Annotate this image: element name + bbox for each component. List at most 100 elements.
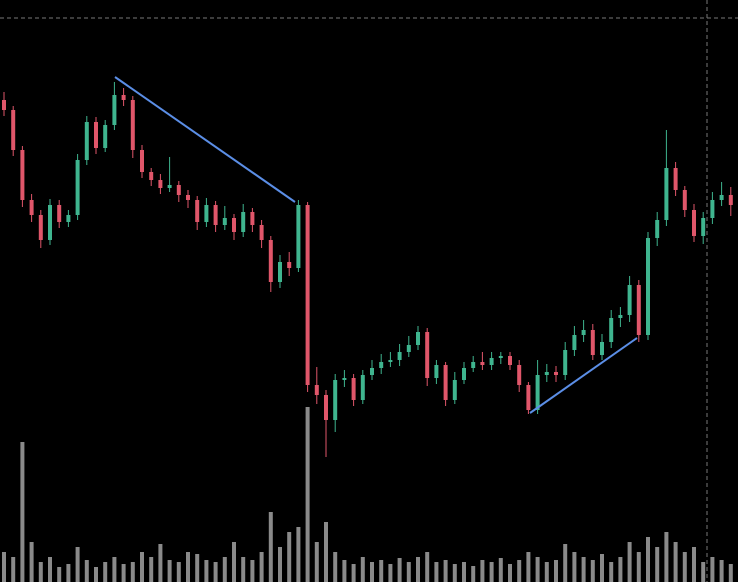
- volume-bar: [29, 542, 34, 582]
- candle-body: [287, 262, 292, 268]
- candle-body: [204, 205, 209, 222]
- candle-body: [38, 215, 43, 240]
- volume-bar: [498, 558, 503, 582]
- volume-bar: [673, 542, 678, 582]
- volume-bar: [360, 557, 365, 582]
- candle-body: [75, 160, 80, 215]
- candle-body: [259, 225, 264, 240]
- candle-body: [692, 210, 696, 236]
- volume-bar: [655, 547, 660, 582]
- candle-body: [103, 125, 108, 148]
- candle-body: [296, 205, 301, 268]
- volume-bar: [544, 562, 549, 582]
- volume-bar: [57, 567, 62, 582]
- volume-bar: [710, 557, 715, 582]
- volume-bar: [232, 542, 236, 582]
- volume-bar: [11, 557, 16, 582]
- candle-body: [627, 285, 632, 315]
- volume-bar: [581, 557, 586, 582]
- candle-body: [406, 345, 411, 352]
- candle-body: [526, 385, 531, 410]
- candle-body: [416, 332, 420, 345]
- candle-body: [195, 200, 200, 222]
- candle-body: [94, 122, 98, 148]
- volume-bar: [682, 552, 687, 582]
- candle-body: [646, 238, 650, 335]
- candle-body: [443, 365, 448, 400]
- volume-bar: [213, 562, 218, 582]
- candle-body: [351, 378, 356, 400]
- candle-body: [728, 195, 733, 205]
- volume-bar: [379, 560, 384, 582]
- candle-body: [452, 380, 457, 400]
- volume-bar: [572, 552, 577, 582]
- volume-bar: [20, 442, 25, 582]
- candle-body: [176, 185, 181, 195]
- volume-bar: [508, 564, 512, 582]
- volume-bar: [397, 558, 402, 582]
- volume-bar: [333, 552, 338, 582]
- candle-body: [554, 372, 558, 375]
- volume-bar: [692, 547, 696, 582]
- volume-bar: [342, 560, 347, 582]
- volume-bar: [526, 552, 531, 582]
- candle-body: [535, 375, 540, 410]
- volume-bar: [167, 560, 172, 582]
- candle-body: [517, 365, 522, 385]
- candle-body: [701, 218, 706, 236]
- volume-bar: [664, 532, 669, 582]
- candle-body: [66, 215, 71, 222]
- candle-body: [590, 330, 595, 355]
- trend-line: [114, 76, 296, 203]
- candle-body: [241, 212, 246, 232]
- candle-body: [544, 372, 549, 375]
- candle-layer: [2, 82, 733, 457]
- candle-body: [480, 362, 485, 365]
- volume-bar: [241, 557, 246, 582]
- volume-bar: [259, 552, 264, 582]
- volume-bar: [296, 527, 301, 582]
- candle-body: [213, 205, 218, 225]
- volume-bar: [66, 564, 71, 582]
- volume-bar: [609, 562, 614, 582]
- candle-body: [425, 332, 430, 378]
- volume-bar: [351, 564, 356, 582]
- volume-bar: [84, 560, 89, 582]
- volume-bar: [158, 544, 163, 582]
- volume-bar: [204, 560, 209, 582]
- volume-bar: [149, 557, 154, 582]
- volume-bar: [130, 562, 135, 582]
- volume-bar: [462, 562, 466, 582]
- volume-bar: [554, 560, 558, 582]
- volume-bar: [103, 562, 108, 582]
- candle-body: [664, 168, 669, 220]
- candle-body: [314, 385, 319, 395]
- volume-bar: [627, 542, 632, 582]
- candle-body: [140, 150, 144, 172]
- volume-bar: [719, 560, 724, 582]
- candle-body: [121, 95, 126, 100]
- candle-body: [563, 350, 568, 375]
- volume-bar: [278, 547, 282, 582]
- candle-body: [682, 190, 687, 210]
- candle-body: [278, 262, 282, 282]
- candle-body: [250, 212, 255, 225]
- candle-body: [48, 205, 52, 240]
- candle-body: [379, 362, 384, 368]
- candle-body: [360, 375, 365, 400]
- volume-bar: [94, 567, 98, 582]
- candle-body: [471, 362, 476, 368]
- volume-bar: [590, 560, 595, 582]
- candle-body: [388, 360, 393, 362]
- candle-body: [498, 356, 503, 358]
- candle-body: [84, 122, 89, 160]
- candle-body: [158, 180, 163, 188]
- candle-body: [112, 95, 117, 125]
- candle-body: [508, 356, 512, 365]
- candle-body: [2, 100, 6, 110]
- volume-bar: [268, 512, 273, 582]
- candle-body: [434, 365, 439, 378]
- volume-bar: [443, 560, 448, 582]
